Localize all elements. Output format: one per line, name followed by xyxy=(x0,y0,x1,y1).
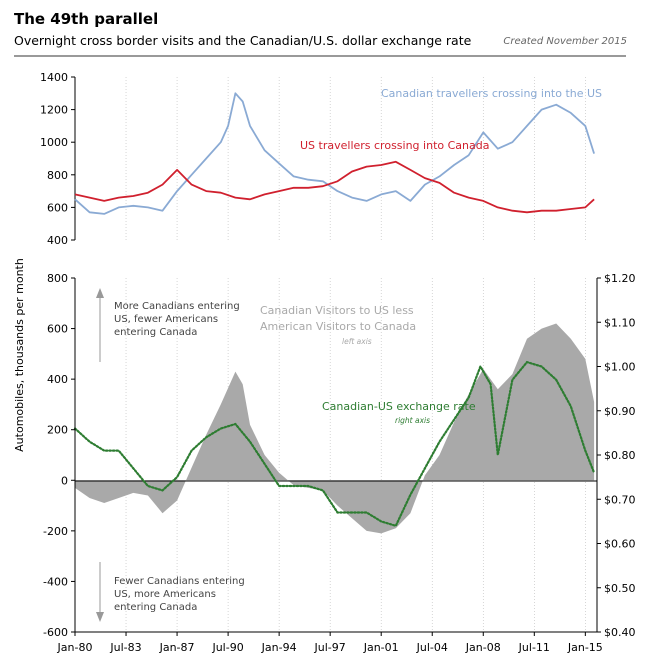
right-tick-label: $1.00 xyxy=(604,361,636,374)
right-tick-label: $0.60 xyxy=(604,538,636,551)
up-note-line2: US, fewer Americans xyxy=(114,314,218,325)
exchange-rate-label: Canadian-US exchange rate xyxy=(322,400,476,413)
difference-axis-note: left axis xyxy=(342,337,372,346)
top-y-tick-label: 600 xyxy=(47,201,68,214)
title-rule xyxy=(14,55,626,57)
right-tick-label: $0.40 xyxy=(604,626,636,639)
top-series xyxy=(74,92,595,215)
exchange-axis-note: right axis xyxy=(395,416,430,425)
right-tick-label: $1.20 xyxy=(604,272,636,285)
chart-title: The 49th parallel xyxy=(14,10,159,28)
bottom-left-ticks: -600 -400 -200 0 200 400 600 800 xyxy=(43,272,75,639)
x-tick-label: Jul-83 xyxy=(109,641,141,654)
top-y-tick-label: 800 xyxy=(47,169,68,182)
top-y-ticks: 400 600 800 1000 1200 1400 xyxy=(40,71,75,247)
top-y-tick-label: 1200 xyxy=(40,104,68,117)
top-y-tick-label: 1000 xyxy=(40,136,68,149)
difference-label-line1: Canadian Visitors to US less xyxy=(260,304,414,317)
difference-area-group xyxy=(75,323,595,534)
x-tick-label: Jul-11 xyxy=(518,641,550,654)
x-tick-label: Jan-01 xyxy=(363,641,399,654)
top-panel: 400 600 800 1000 1200 1400 Canadian traveller… xyxy=(40,71,602,247)
left-tick-label: -200 xyxy=(43,525,68,538)
x-tick-label: Jan-15 xyxy=(567,641,603,654)
down-note-line2: US, more Americans xyxy=(114,589,216,600)
x-tick-label: Jan-08 xyxy=(465,641,501,654)
americans-line xyxy=(74,160,595,214)
exchange-rate-line xyxy=(73,360,596,528)
bottom-right-ticks: $0.40 $0.50 $0.60 $0.70 $0.80 $0.90 $1.00 $1.10… xyxy=(597,272,636,639)
difference-label-line2: American Visitors to Canada xyxy=(260,320,416,333)
down-arrow-icon xyxy=(96,612,104,622)
top-y-tick-label: 1400 xyxy=(40,71,68,84)
up-note-line1: More Canadians entering xyxy=(114,301,240,312)
right-tick-label: $0.50 xyxy=(604,582,636,595)
x-tick-label: Jul-04 xyxy=(416,641,448,654)
right-tick-label: $1.10 xyxy=(604,316,636,329)
x-ticks: Jan-80 Jul-83 Jan-87 Jul-90 Jan-94 Jul-97 Jan-… xyxy=(57,632,603,654)
x-tick-label: Jan-94 xyxy=(261,641,297,654)
exchange-rate-group xyxy=(73,360,596,528)
left-tick-label: 200 xyxy=(47,424,68,437)
up-arrow-icon xyxy=(96,288,104,298)
down-note-line3: entering Canada xyxy=(114,602,197,613)
top-gridlines xyxy=(125,77,586,240)
americans-series-label: US travellers crossing into Canada xyxy=(300,139,489,152)
top-y-tick-label: 400 xyxy=(47,234,68,247)
x-tick-label: Jan-80 xyxy=(57,641,93,654)
bottom-panel: -600 -400 -200 0 200 400 600 800 $0.40 $0.50 $0.6… xyxy=(43,272,635,654)
created-date: Created November 2015 xyxy=(503,36,627,47)
right-tick-label: $0.90 xyxy=(604,405,636,418)
left-tick-label: 0 xyxy=(61,474,68,487)
left-tick-label: -400 xyxy=(43,575,68,588)
canadians-line xyxy=(74,92,595,215)
canadians-series-label: Canadian travellers crossing into the US xyxy=(381,87,602,100)
x-tick-label: Jul-97 xyxy=(314,641,346,654)
y-axis-label: Automobiles, thousands per month xyxy=(13,258,26,452)
left-tick-label: 800 xyxy=(47,272,68,285)
up-note-line3: entering Canada xyxy=(114,327,197,338)
down-note-line1: Fewer Canadians entering xyxy=(114,576,245,587)
chart-subtitle: Overnight cross border visits and the Ca… xyxy=(14,33,472,48)
right-tick-label: $0.70 xyxy=(604,493,636,506)
x-tick-label: Jul-90 xyxy=(211,641,243,654)
right-tick-label: $0.80 xyxy=(604,449,636,462)
difference-area xyxy=(75,323,595,534)
left-tick-label: -600 xyxy=(43,626,68,639)
left-tick-label: 400 xyxy=(47,373,68,386)
x-tick-label: Jan-87 xyxy=(159,641,195,654)
left-tick-label: 600 xyxy=(47,323,68,336)
